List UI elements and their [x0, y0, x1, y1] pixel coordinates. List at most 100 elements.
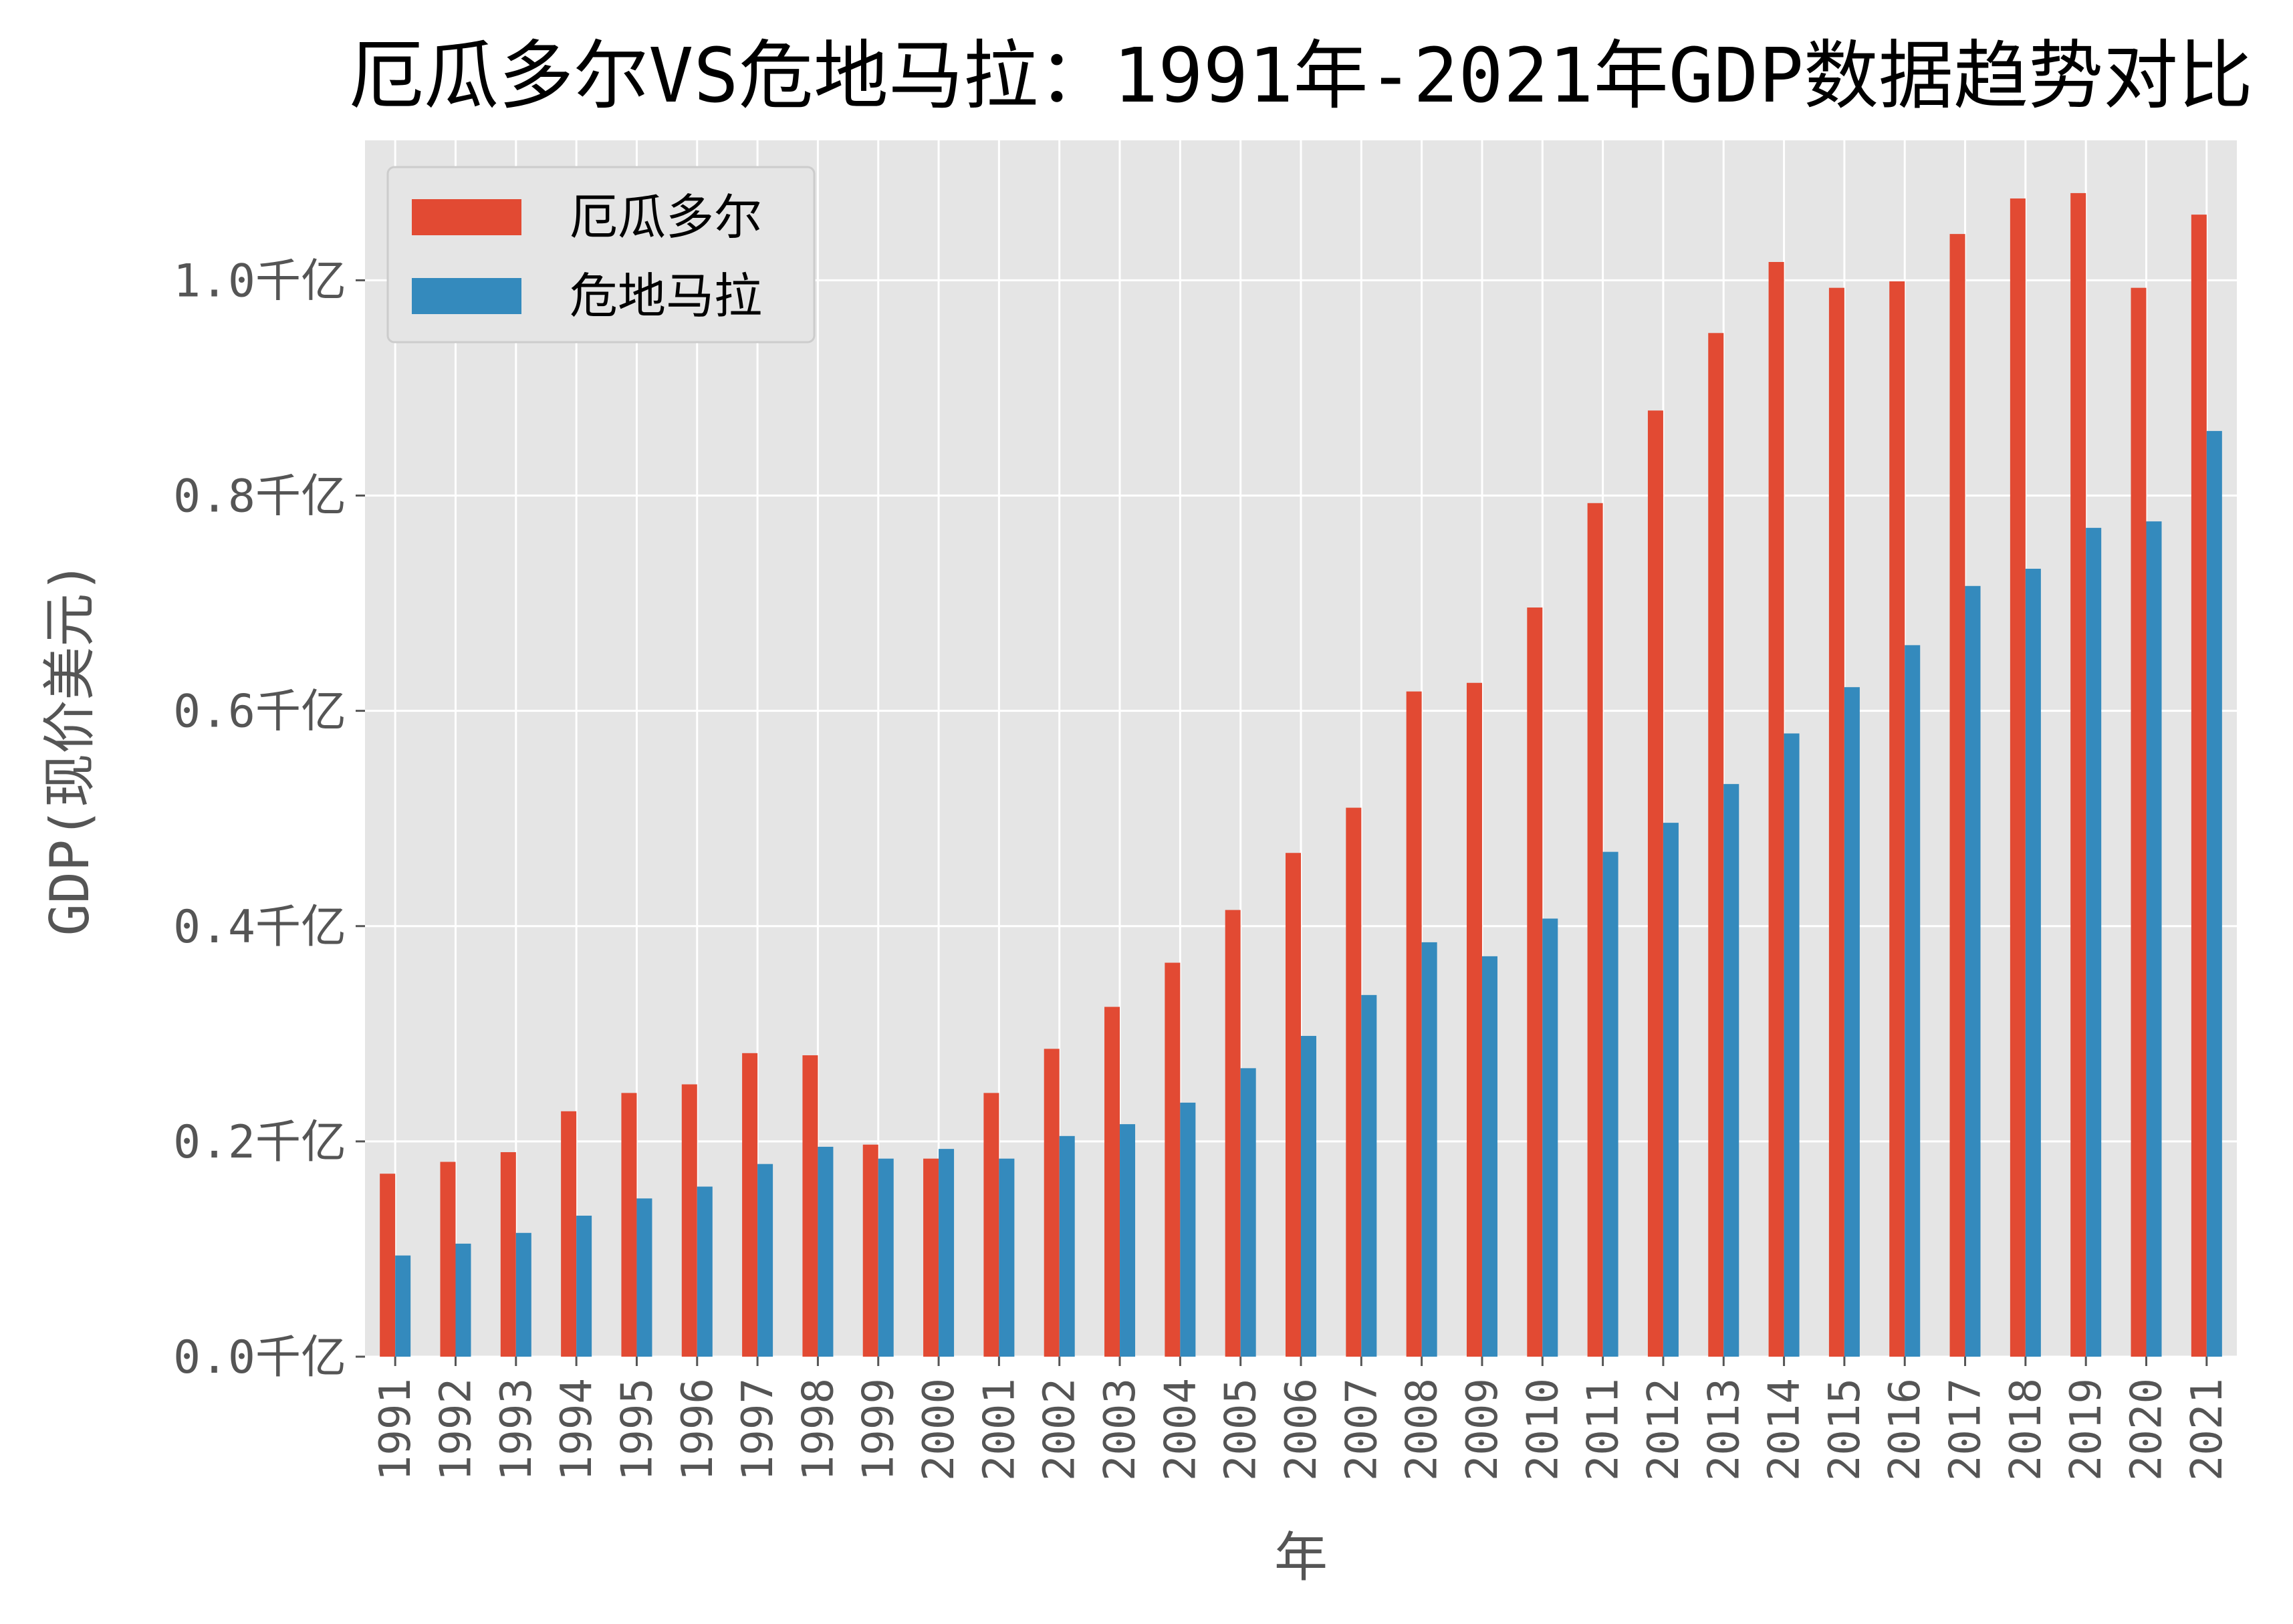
bar-ecuador: [1587, 503, 1603, 1357]
bar-guatemala: [1965, 585, 1981, 1357]
bar-ecuador: [440, 1162, 456, 1357]
bar-guatemala: [2206, 430, 2222, 1357]
bar-guatemala: [878, 1158, 894, 1357]
bar-ecuador: [1165, 962, 1181, 1357]
x-tick-label: 1994: [552, 1378, 602, 1481]
bar-ecuador: [1104, 1006, 1120, 1357]
x-tick-label: 2008: [1398, 1378, 1447, 1481]
x-tick-label: 2003: [1096, 1378, 1145, 1481]
bar-ecuador: [2131, 287, 2147, 1357]
bar-ecuador: [380, 1174, 396, 1357]
bar-ecuador: [1225, 910, 1241, 1357]
x-tick-label: 2004: [1156, 1378, 1205, 1481]
bar-ecuador: [862, 1144, 878, 1357]
bar-ecuador: [561, 1111, 577, 1357]
legend-label-ecuador: 厄瓜多尔: [570, 189, 762, 245]
x-tick-label: 2001: [975, 1378, 1024, 1481]
x-axis-label: 年: [1274, 1526, 1328, 1589]
bar-ecuador: [1044, 1049, 1060, 1357]
x-tick-label: 2016: [1881, 1378, 1930, 1481]
chart-title: 厄瓜多尔VS危地马拉：1991年-2021年GDP数据趋势对比: [349, 33, 2253, 120]
x-tick-label: 2020: [2123, 1378, 2172, 1481]
x-tick-label: 2002: [1036, 1378, 1085, 1481]
y-tick-label: 0.6千亿: [173, 686, 346, 738]
x-tick-label: 1998: [794, 1378, 843, 1481]
bar-guatemala: [939, 1149, 955, 1357]
y-tick-label: 0.4千亿: [173, 901, 346, 954]
x-tick-label: 2011: [1579, 1378, 1628, 1481]
bar-ecuador: [1286, 853, 1301, 1357]
bar-ecuador: [1406, 691, 1422, 1357]
x-tick-label: 2013: [1699, 1378, 1749, 1481]
bar-ecuador: [1466, 682, 1482, 1357]
bars-layer: [380, 192, 2222, 1357]
x-tick-label: 2021: [2183, 1378, 2232, 1481]
x-tick-label: 2012: [1639, 1378, 1689, 1481]
x-tick-label: 1996: [673, 1378, 723, 1481]
x-tick-label: 2006: [1277, 1378, 1326, 1481]
bar-guatemala: [1059, 1135, 1075, 1357]
bar-guatemala: [757, 1164, 773, 1357]
bar-guatemala: [455, 1243, 471, 1357]
bar-ecuador: [923, 1158, 939, 1357]
bar-guatemala: [1180, 1102, 1196, 1357]
bar-ecuador: [621, 1093, 637, 1357]
y-tick-label: 1.0千亿: [173, 255, 346, 307]
x-tick-label: 2017: [1941, 1378, 1991, 1481]
x-tick-label: 2000: [915, 1378, 964, 1481]
x-tick-label: 2019: [2062, 1378, 2111, 1481]
bar-guatemala: [2025, 569, 2041, 1357]
bar-guatemala: [1361, 994, 1377, 1357]
bar-ecuador: [742, 1053, 758, 1357]
x-tick-label: 1999: [854, 1378, 904, 1481]
bar-ecuador: [983, 1093, 999, 1357]
bar-guatemala: [1663, 823, 1679, 1357]
x-tick-label: 2014: [1760, 1378, 1810, 1481]
y-tick-label: 0.8千亿: [173, 470, 346, 523]
y-axis-label: GDP(现价美元): [39, 561, 101, 936]
bar-guatemala: [2086, 527, 2102, 1357]
bar-guatemala: [395, 1255, 411, 1357]
bar-guatemala: [999, 1158, 1015, 1357]
bar-guatemala: [515, 1232, 531, 1357]
bar-ecuador: [1828, 287, 1844, 1357]
x-tick-label: 1997: [733, 1378, 783, 1481]
bar-ecuador: [1889, 281, 1905, 1357]
legend: 厄瓜多尔 危地马拉: [386, 166, 816, 344]
bar-ecuador: [1708, 333, 1724, 1357]
bar-guatemala: [1905, 645, 1921, 1357]
x-tick-label: 2010: [1518, 1378, 1568, 1481]
bar-ecuador: [1527, 607, 1543, 1357]
bar-ecuador: [2070, 192, 2086, 1357]
x-tick-label: 1993: [492, 1378, 541, 1481]
x-tick-label: 2015: [1820, 1378, 1870, 1481]
bar-ecuador: [802, 1055, 818, 1357]
legend-label-guatemala: 危地马拉: [570, 268, 762, 324]
bar-guatemala: [818, 1146, 834, 1357]
y-axis-ticks: 0.0千亿 0.2千亿 0.4千亿 0.6千亿 0.8千亿 1.0千亿: [173, 255, 365, 1384]
bar-guatemala: [2146, 521, 2162, 1357]
bar-ecuador: [1346, 807, 1362, 1357]
bar-ecuador: [681, 1084, 697, 1357]
bar-ecuador: [2010, 198, 2026, 1357]
bar-guatemala: [1784, 733, 1800, 1357]
bar-guatemala: [1542, 918, 1558, 1357]
bar-guatemala: [1723, 784, 1739, 1357]
bar-guatemala: [576, 1216, 592, 1357]
x-tick-label: 1992: [431, 1378, 481, 1481]
x-axis-ticks: 1991 1992 1993 1994 1995 1996 1997 1998 1999 2000…: [371, 1357, 2232, 1481]
bar-ecuador: [2191, 215, 2207, 1357]
bar-ecuador: [1647, 410, 1663, 1357]
y-tick-label: 0.0千亿: [173, 1331, 346, 1384]
x-tick-label: 1991: [371, 1378, 420, 1481]
bar-guatemala: [1602, 851, 1618, 1357]
x-tick-label: 2018: [2002, 1378, 2051, 1481]
x-tick-label: 2009: [1458, 1378, 1507, 1481]
bar-guatemala: [1120, 1124, 1136, 1357]
bar-ecuador: [500, 1152, 516, 1357]
bar-guatemala: [1240, 1068, 1256, 1357]
y-tick-label: 0.2千亿: [173, 1116, 346, 1169]
x-tick-label: 2007: [1337, 1378, 1386, 1481]
bar-ecuador: [1768, 262, 1784, 1357]
